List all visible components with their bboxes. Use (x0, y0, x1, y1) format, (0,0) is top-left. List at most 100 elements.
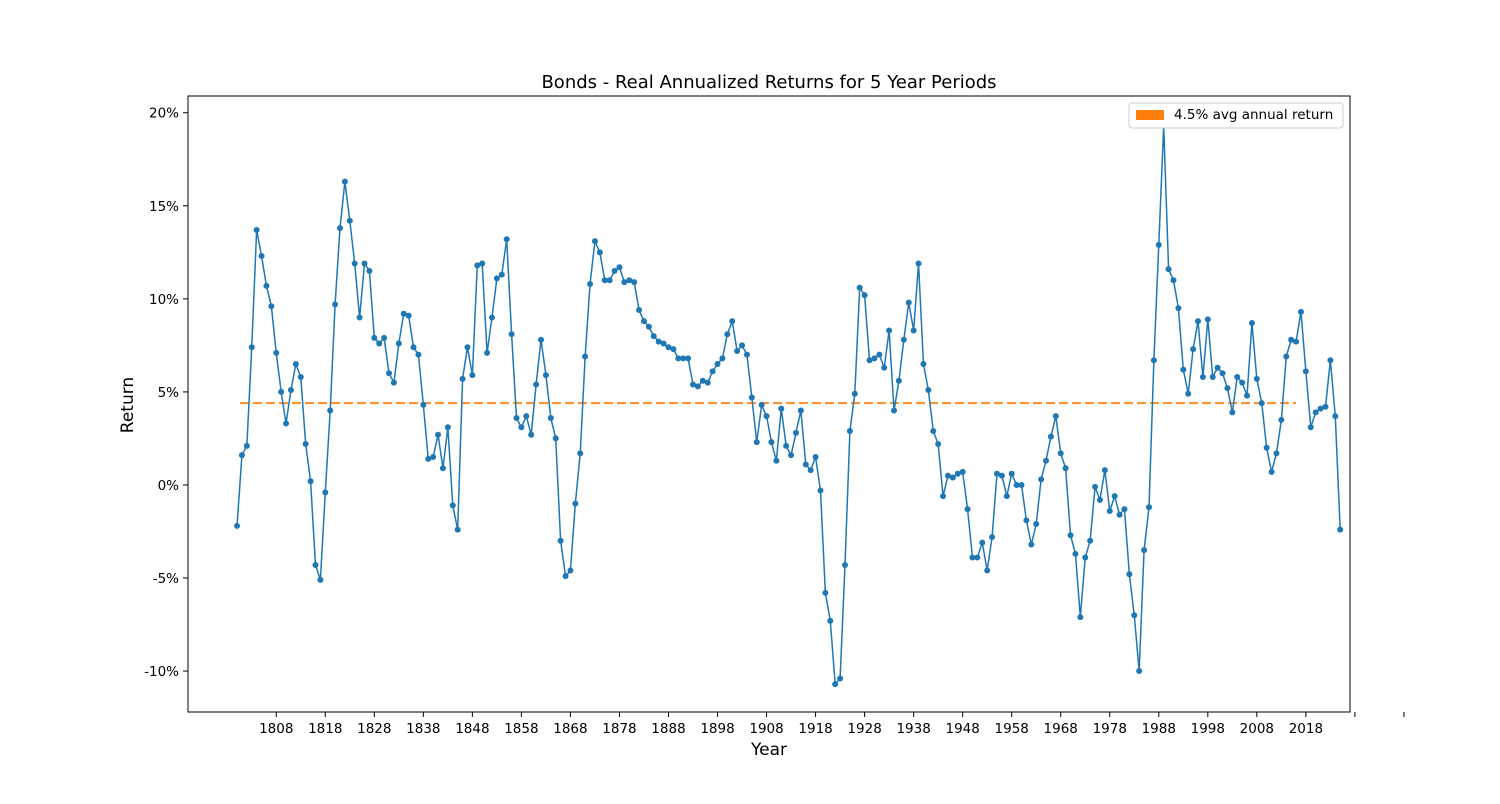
data-point (940, 493, 947, 500)
data-point (680, 355, 687, 362)
data-point (1312, 409, 1319, 416)
data-point (552, 435, 559, 442)
data-point (1317, 405, 1324, 412)
data-point (714, 360, 721, 367)
data-point (817, 487, 824, 494)
data-point (1023, 517, 1030, 524)
data-point (253, 226, 260, 233)
data-point (1003, 493, 1010, 500)
data-point (1263, 444, 1270, 451)
data-point (832, 681, 839, 688)
data-point (567, 567, 574, 574)
data-point (1293, 338, 1300, 345)
x-tick-label: 1918 (798, 721, 832, 737)
data-point (1180, 366, 1187, 373)
data-point (655, 338, 662, 345)
data-point (768, 439, 775, 446)
data-point (910, 327, 917, 334)
data-point (1229, 409, 1236, 416)
x-tick-label: 2018 (1289, 721, 1323, 737)
x-tick-label: 1978 (1093, 721, 1127, 737)
data-point (807, 467, 814, 474)
data-point (533, 381, 540, 388)
x-tick-label: 1878 (602, 721, 636, 737)
data-point (861, 292, 868, 299)
data-point (1067, 532, 1074, 539)
return-series-line (236, 125, 1341, 686)
data-point (822, 589, 829, 596)
data-point (1028, 541, 1035, 548)
data-point (1337, 526, 1344, 533)
data-point (1155, 241, 1162, 248)
data-point (1268, 468, 1275, 475)
data-point (1072, 550, 1079, 557)
data-point (998, 472, 1005, 479)
data-point (993, 470, 1000, 477)
data-point (273, 349, 280, 356)
data-point (601, 277, 608, 284)
data-point (1111, 493, 1118, 500)
data-point (518, 424, 525, 431)
data-point (493, 275, 500, 282)
data-point (283, 420, 290, 427)
data-point (1258, 400, 1265, 407)
data-point (312, 561, 319, 568)
data-point (1092, 483, 1099, 490)
x-tick-label: 1898 (700, 721, 734, 737)
data-point (572, 500, 579, 507)
data-point (557, 537, 564, 544)
legend-swatch (1136, 110, 1164, 120)
data-point (611, 267, 618, 274)
data-point (1038, 476, 1045, 483)
data-point (332, 301, 339, 308)
data-point (1302, 368, 1309, 375)
x-tick-label: 1838 (406, 721, 440, 737)
data-point (1322, 403, 1329, 410)
chart-title: Bonds - Real Annualized Returns for 5 Ye… (541, 72, 996, 93)
data-point (969, 554, 976, 561)
data-point (1121, 506, 1128, 513)
data-point (1175, 305, 1182, 312)
data-point (949, 474, 956, 481)
data-point (341, 178, 348, 185)
x-tick-label: 1818 (308, 721, 342, 737)
data-point (1253, 375, 1260, 382)
x-tick-label: 1808 (259, 721, 293, 737)
data-point (459, 375, 466, 382)
data-point (1141, 547, 1148, 554)
data-point (670, 346, 677, 353)
data-point (773, 457, 780, 464)
data-point (238, 452, 245, 459)
x-tick-label: 1948 (945, 721, 979, 737)
data-point (660, 340, 667, 347)
legend: 4.5% avg annual return (1128, 102, 1344, 129)
data-point (248, 344, 255, 351)
data-point (488, 314, 495, 321)
data-point (327, 407, 334, 414)
data-point (1077, 614, 1084, 621)
data-point (709, 368, 716, 375)
data-point (322, 489, 329, 496)
data-point (474, 262, 481, 269)
data-point (1278, 416, 1285, 423)
data-point (1008, 470, 1015, 477)
data-point (616, 264, 623, 271)
data-point (891, 407, 898, 414)
data-point (935, 441, 942, 448)
data-point (783, 442, 790, 449)
data-point (837, 675, 844, 682)
x-tick-label: 1998 (1191, 721, 1225, 737)
data-point (1052, 413, 1059, 420)
data-point (1047, 433, 1054, 440)
data-point (415, 351, 422, 358)
data-point (234, 522, 241, 529)
data-point (278, 388, 285, 395)
data-point (694, 383, 701, 390)
data-point (1082, 554, 1089, 561)
data-point (1150, 357, 1157, 364)
data-point (645, 323, 652, 330)
data-point (1018, 481, 1025, 488)
data-point (704, 379, 711, 386)
x-tick-label: 1858 (504, 721, 538, 737)
data-point (944, 472, 951, 479)
